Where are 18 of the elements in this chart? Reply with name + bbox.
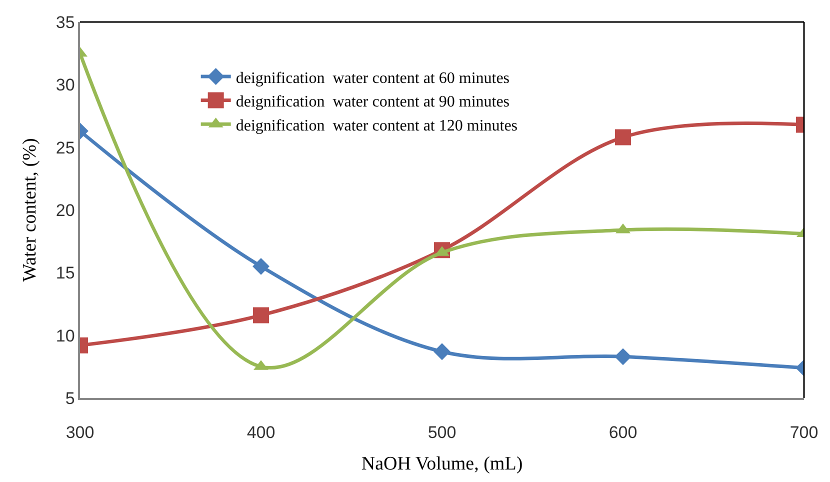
y-tick-label: 20 (56, 200, 75, 220)
y-tick-label: 35 (56, 12, 75, 32)
x-tick-label: 300 (66, 423, 94, 442)
y-tick-label: 30 (56, 76, 75, 95)
y-axis-title: Water content, (%) (19, 138, 40, 282)
point (434, 343, 450, 360)
y-tick-label: 25 (56, 138, 75, 158)
x-tick-label: 400 (246, 423, 276, 442)
legend-label: deignification water content at 90 minutes (236, 94, 510, 111)
x-tick-label: 600 (608, 423, 638, 442)
legend-label: deignification water content at 120 minutes (236, 117, 518, 134)
y-tick-label: 5 (65, 388, 75, 408)
x-tick-label: 700 (790, 423, 818, 442)
y-tick-label: 10 (56, 326, 75, 346)
y-tick-label: 15 (56, 264, 75, 283)
x-tick-label: 500 (428, 423, 456, 442)
x-axis-title: NaOH Volume, (mL) (361, 453, 523, 474)
legend-label: deignification water content at 60 minutes (236, 70, 510, 87)
